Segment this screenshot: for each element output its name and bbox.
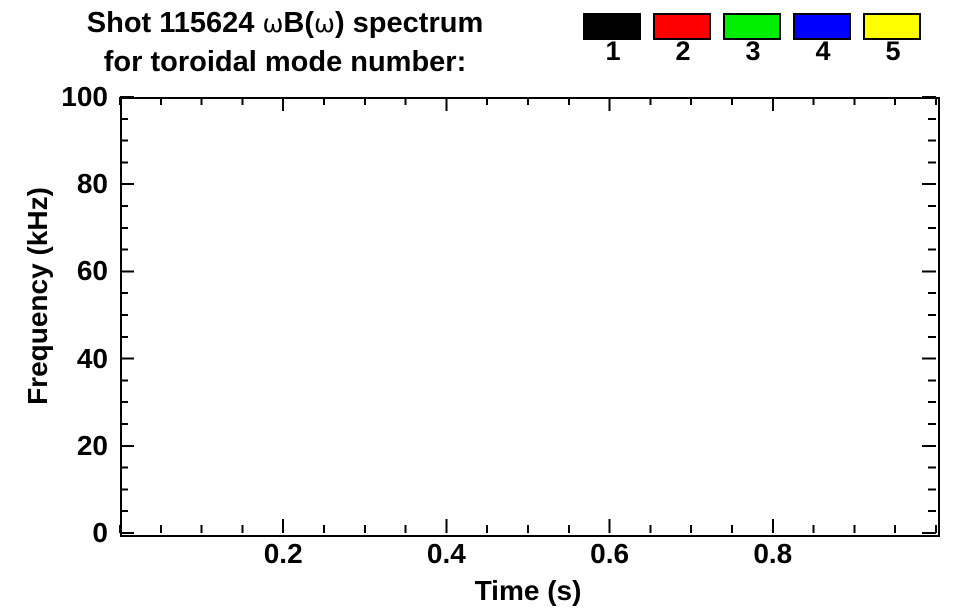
legend-label-5: 5 xyxy=(885,36,901,66)
x-tick-label: 0.8 xyxy=(753,538,793,569)
legend-swatch-5 xyxy=(863,13,921,40)
omega-symbol-1: ω xyxy=(262,9,284,38)
title-b-text: B( xyxy=(283,7,315,39)
legend-item: 4 xyxy=(793,13,853,65)
y-tick-label: 20 xyxy=(76,429,108,461)
plot-area xyxy=(120,97,940,537)
y-tick-label: 60 xyxy=(76,255,108,287)
legend-swatch-3 xyxy=(723,13,781,40)
legend-swatch-2 xyxy=(653,13,711,40)
title-spectrum-text: ) spectrum xyxy=(334,7,484,39)
x-tick-label: 0.2 xyxy=(263,538,303,569)
legend-item: 5 xyxy=(863,13,923,65)
x-tick-label: 0.6 xyxy=(590,538,630,569)
legend-swatch-4 xyxy=(793,13,851,40)
axis-ticks xyxy=(119,96,937,534)
legend-item: 2 xyxy=(653,13,713,65)
y-tick-label: 0 xyxy=(92,517,108,548)
legend-label-3: 3 xyxy=(745,36,761,66)
legend-item: 1 xyxy=(583,13,643,65)
y-tick-label: 100 xyxy=(61,81,108,112)
title-shot-text: Shot 115624 xyxy=(86,7,263,39)
legend: 1 2 3 4 5 xyxy=(583,13,923,65)
legend-swatch-1 xyxy=(583,13,641,40)
chart-title-line-2: for toroidal mode number: xyxy=(103,46,467,78)
legend-label-1: 1 xyxy=(605,36,621,66)
legend-label-2: 2 xyxy=(675,36,691,66)
chart-title: Shot 115624 ωB(ω) spectrum for toroidal … xyxy=(0,4,570,81)
legend-label-4: 4 xyxy=(815,36,831,66)
chart-title-line-1: Shot 115624 ωB(ω) spectrum xyxy=(0,4,570,43)
legend-item: 3 xyxy=(723,13,783,65)
x-axis-title: Time (s) xyxy=(474,575,582,606)
omega-symbol-2: ω xyxy=(314,9,335,38)
y-tick-label: 80 xyxy=(76,168,108,200)
y-tick-label: 40 xyxy=(76,342,108,374)
x-tick-label: 0.4 xyxy=(426,538,466,569)
